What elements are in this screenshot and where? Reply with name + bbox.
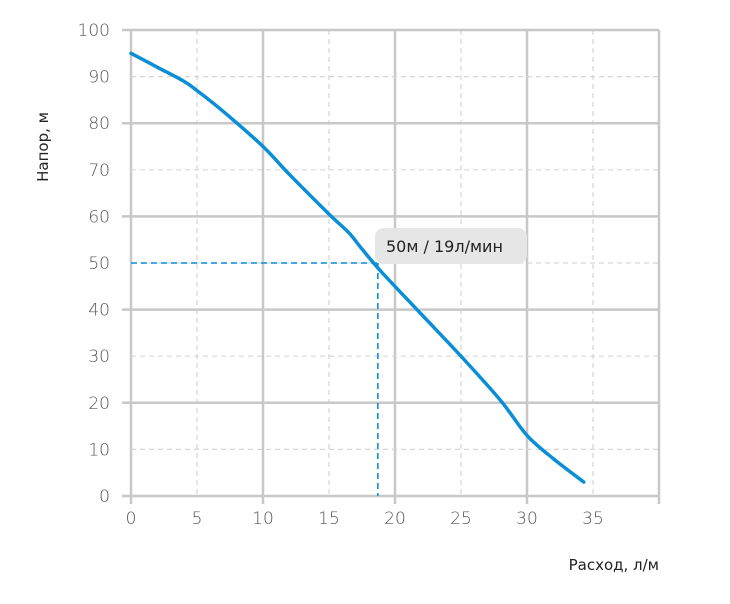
y-tick-label: 50 xyxy=(88,254,110,274)
y-tick-label: 20 xyxy=(88,394,110,414)
y-axis-label: Напор, м xyxy=(34,112,52,182)
y-tick-label: 10 xyxy=(88,440,110,460)
x-tick-label: 35 xyxy=(582,509,604,529)
operating-point-guides xyxy=(131,262,379,496)
x-tick-label: 25 xyxy=(450,509,472,529)
y-tick-label: 60 xyxy=(88,207,110,227)
x-tick-label: 20 xyxy=(384,509,406,529)
annotation-label: 50м / 19л/мин xyxy=(386,237,503,256)
y-tick-label: 80 xyxy=(88,114,110,134)
annotation-box xyxy=(375,228,527,264)
tick-labels: 0 10 20 30 40 50 60 70 80 90 100 0 5 10 15 20 25 30 35 xyxy=(78,21,604,529)
x-tick-label: 0 xyxy=(126,509,137,529)
grid xyxy=(122,28,661,504)
y-tick-label: 90 xyxy=(88,68,110,88)
y-tick-label: 30 xyxy=(88,347,110,367)
x-tick-label: 10 xyxy=(252,509,274,529)
x-axis-label: Расход, л/м xyxy=(569,556,659,574)
x-tick-label: 15 xyxy=(318,509,340,529)
series-line-head xyxy=(129,51,586,484)
annotation-callout: 50м / 19л/мин xyxy=(375,228,527,264)
y-tick-label: 70 xyxy=(88,161,110,181)
y-tick-label: 0 xyxy=(99,487,110,507)
x-tick-label: 5 xyxy=(192,509,203,529)
x-tick-label: 30 xyxy=(516,509,538,529)
y-tick-label: 40 xyxy=(88,301,110,321)
y-tick-label: 100 xyxy=(78,21,110,41)
